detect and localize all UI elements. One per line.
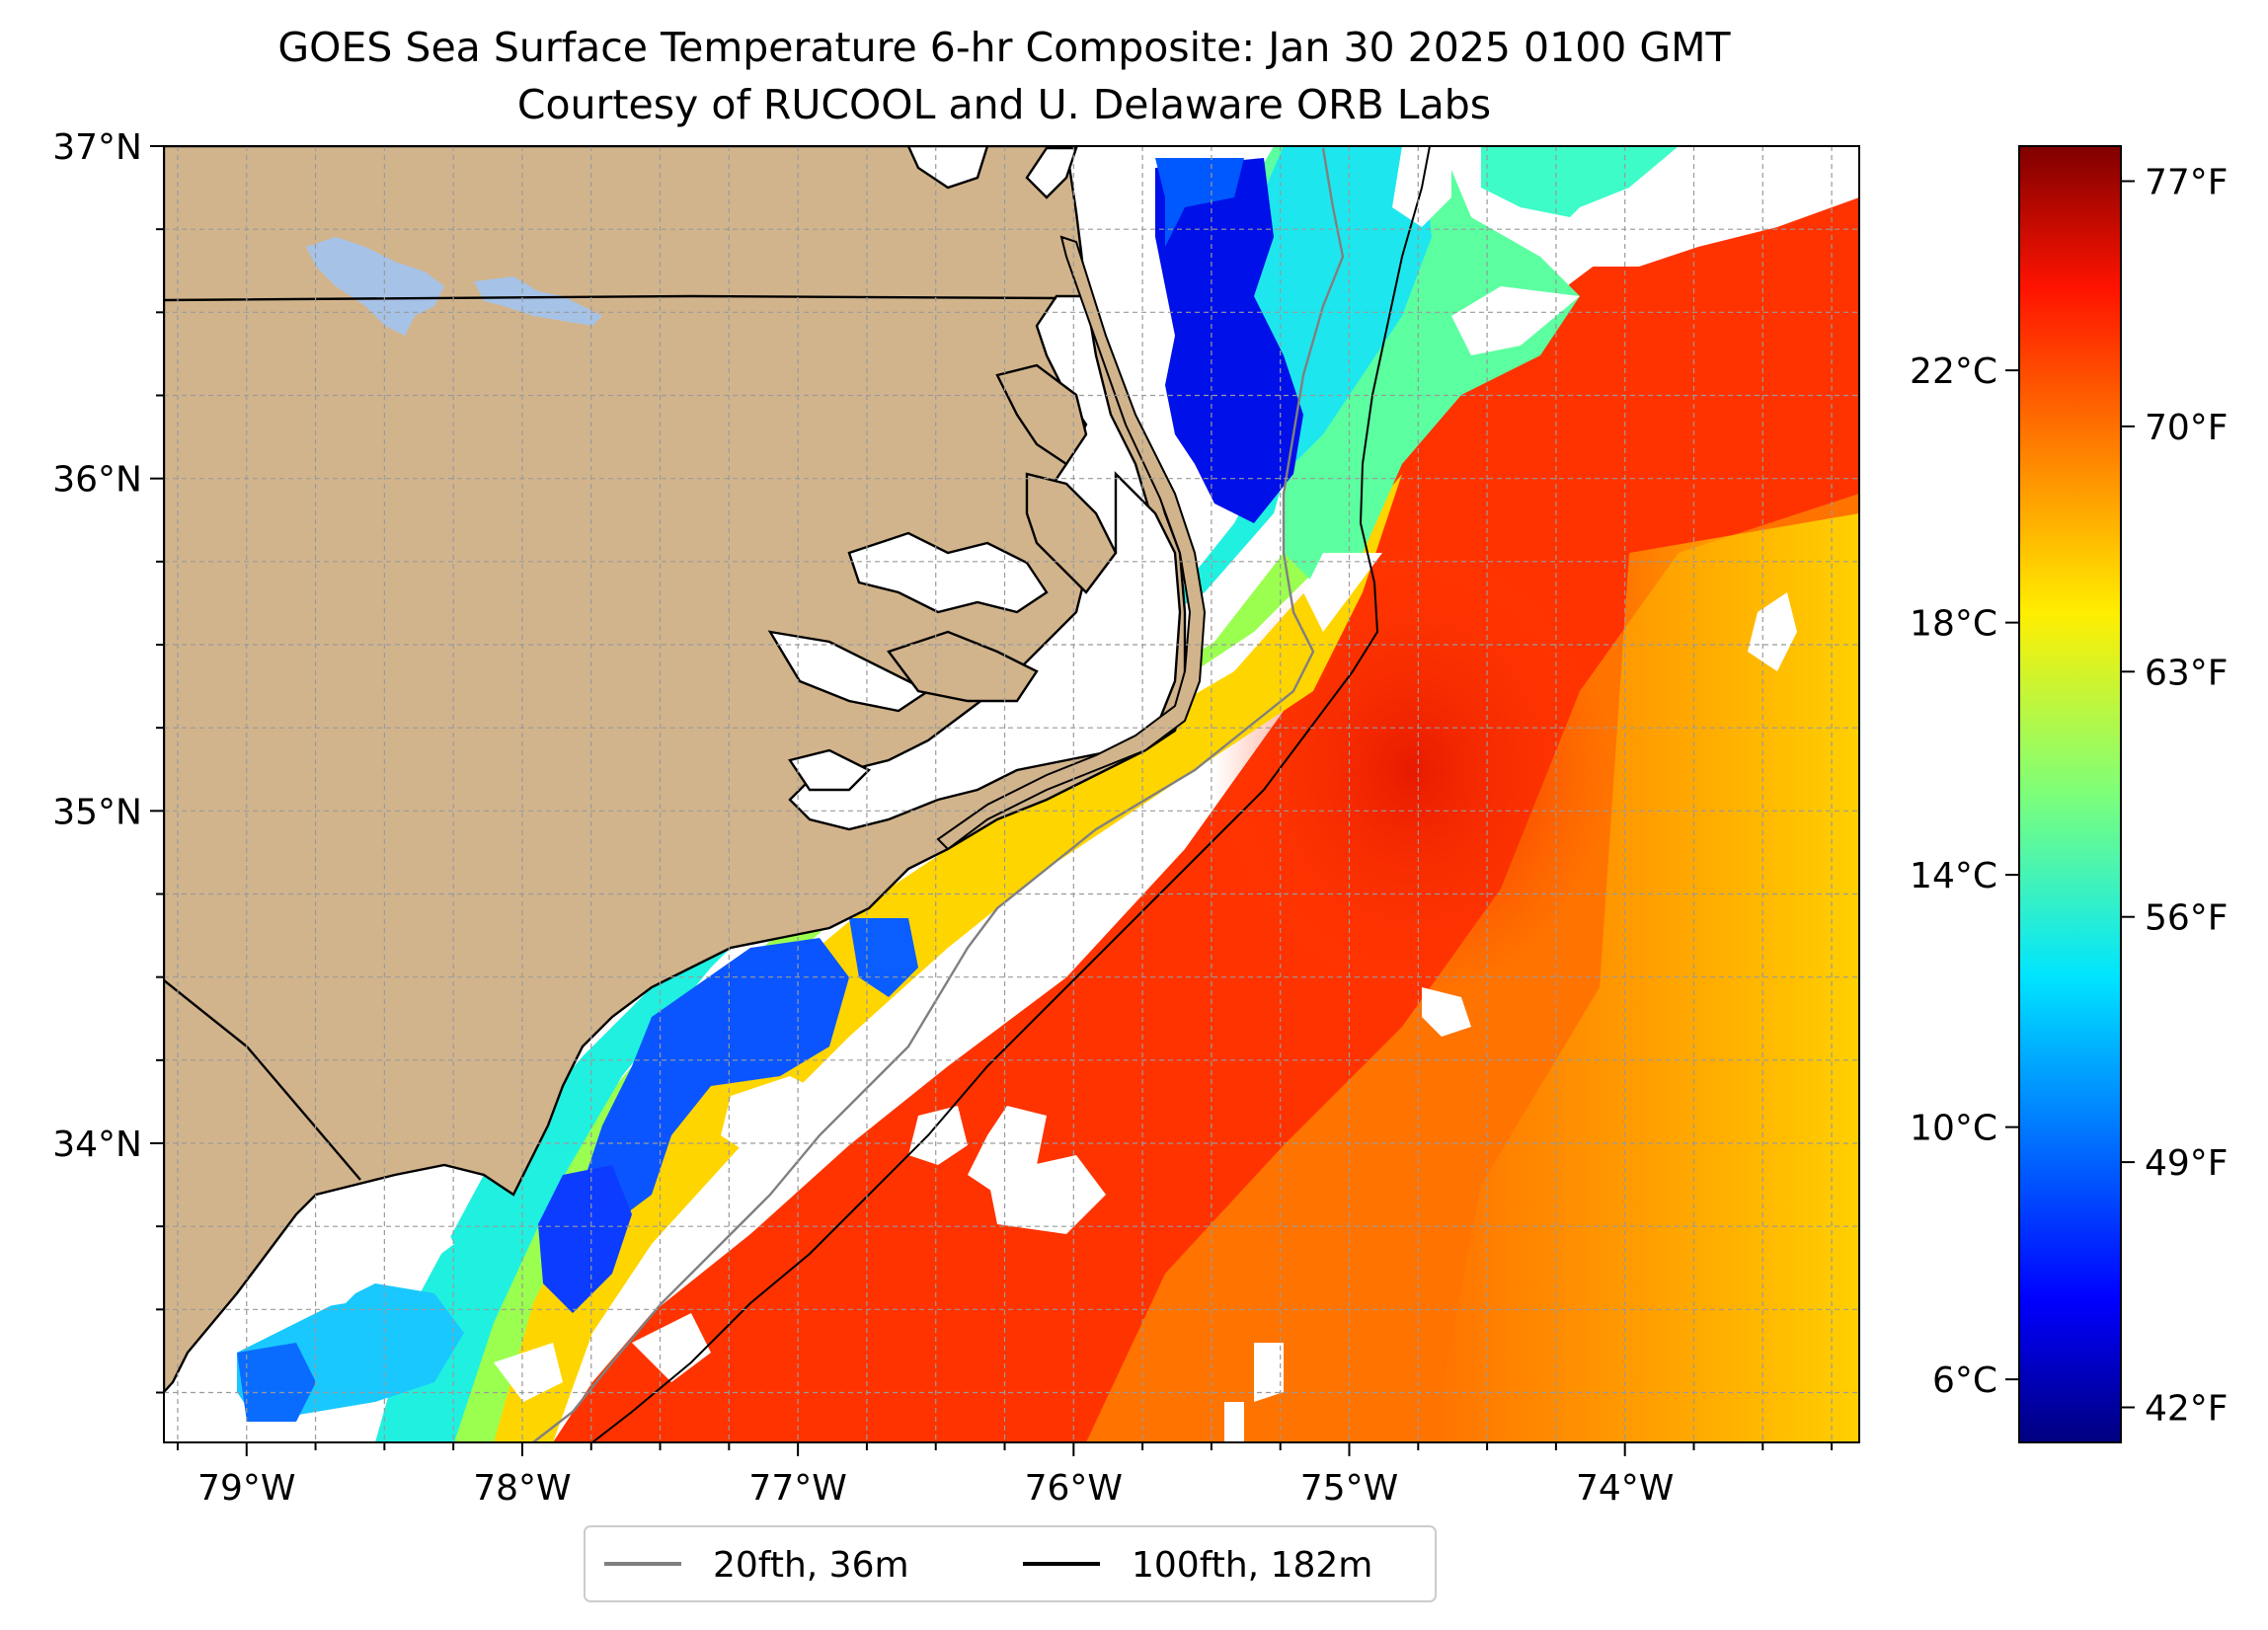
sst-cold-inshore-north	[1155, 158, 1303, 523]
lon-tick-label: 75°W	[1300, 1468, 1398, 1509]
lon-tick-label: 76°W	[1025, 1468, 1123, 1509]
lon-tick-label: 77°W	[748, 1468, 846, 1509]
land-peninsulas	[887, 363, 1118, 703]
sst-blue-southwest	[237, 1343, 316, 1422]
lat-tick-label: 37°N	[52, 127, 142, 168]
legend-label-100fth: 100fth, 182m	[1132, 1545, 1372, 1586]
lon-tick-label: 74°W	[1576, 1468, 1674, 1509]
sst-cold-onslow	[583, 938, 849, 1224]
sst-inshore-north-blue	[1155, 158, 1244, 247]
sst-shelf-cyan	[375, 375, 1313, 1442]
lat-tick-label: 36°N	[52, 460, 142, 501]
celsius-tick-label: 22°C	[1910, 351, 1997, 392]
lat-tick-label: 34°N	[52, 1125, 142, 1165]
sst-cold-capefear	[538, 1165, 632, 1313]
figure-title-line1: GOES Sea Surface Temperature 6-hr Compos…	[277, 24, 1731, 71]
map-frame	[163, 145, 1860, 1443]
contour-20fth	[532, 147, 1345, 1442]
fahrenheit-tick-label: 70°F	[2145, 408, 2229, 448]
celsius-tick-label: 10°C	[1910, 1109, 1997, 1149]
lake-kerr	[306, 237, 444, 336]
colorbar-fahrenheit-axis: 77°F 70°F 63°F 56°F 49°F 42°F	[2121, 162, 2229, 1430]
fahrenheit-tick-label: 49°F	[2145, 1143, 2229, 1184]
lon-tick-label: 78°W	[473, 1468, 571, 1509]
graticule	[164, 146, 1859, 1442]
lon-tick-label: 79°W	[197, 1468, 295, 1509]
lat-tick-label: 35°N	[52, 792, 142, 832]
map-axes: 79°W 78°W 77°W 76°W 75°W 74°W 37°N 36°N 35°N 34°N	[52, 127, 1834, 1509]
sst-yellow-east	[1432, 513, 1859, 1442]
outer-banks	[936, 235, 1207, 851]
legend-label-20fth: 20fth, 36m	[713, 1545, 909, 1586]
fahrenheit-tick-label: 63°F	[2145, 653, 2229, 693]
nc-va-border	[164, 294, 1057, 302]
cloud-gaps	[164, 146, 1859, 1442]
map-area	[164, 146, 1859, 1442]
colorbar-celsius-axis: 22°C 18°C 14°C 10°C 6°C	[1910, 351, 2019, 1401]
fahrenheit-tick-label: 56°F	[2145, 898, 2229, 939]
figure-title-line2: Courtesy of RUCOOL and U. Delaware ORB L…	[517, 81, 1491, 128]
fahrenheit-tick-label: 42°F	[2145, 1389, 2229, 1430]
fahrenheit-tick-label: 77°F	[2145, 162, 2229, 202]
celsius-tick-label: 6°C	[1932, 1360, 1997, 1401]
legend: 20fth, 36m 100fth, 182m	[584, 1525, 1437, 1602]
colorbar	[2018, 145, 2122, 1443]
lake-gaston	[474, 276, 602, 326]
celsius-tick-label: 14°C	[1910, 856, 1997, 896]
legend-box	[584, 1525, 1437, 1602]
sst-shelf-green	[415, 444, 1363, 1442]
celsius-tick-label: 18°C	[1910, 604, 1997, 645]
